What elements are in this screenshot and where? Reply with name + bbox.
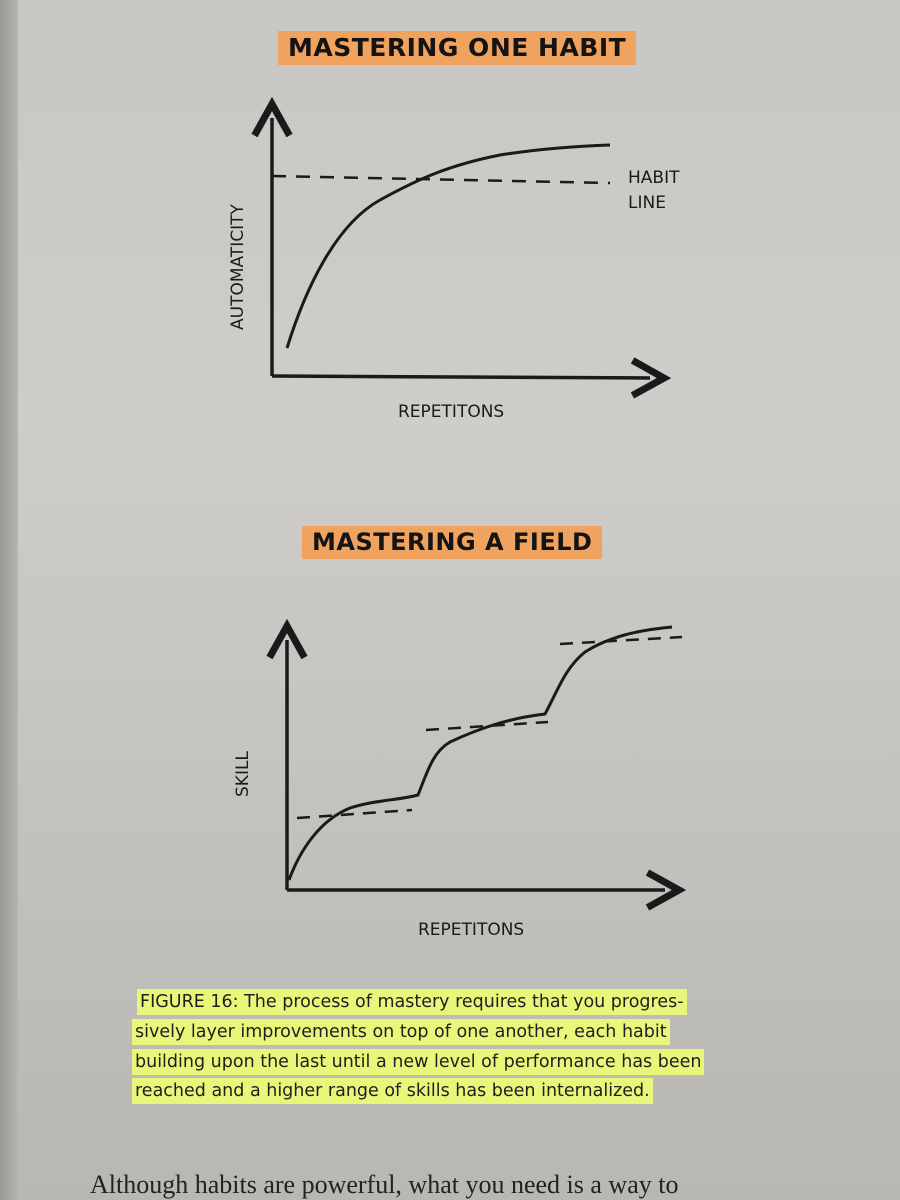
caption-line-1: FIGURE 16: The process of mastery requir… — [140, 992, 684, 1012]
figure2-chart: SKILL REPETITONS — [233, 627, 682, 940]
figure1-title: MASTERING ONE HABIT — [278, 31, 637, 65]
caption-line: FIGURE 16: The process of mastery requir… — [120, 988, 800, 1018]
figure1-automaticity-curve — [285, 143, 611, 349]
caption-line: reached and a higher range of skills has… — [120, 1077, 800, 1107]
caption-line: sively layer improvements on top of one … — [120, 1018, 800, 1048]
figure1-habit-line — [271, 174, 611, 185]
figure2-y-label: SKILL — [233, 751, 253, 797]
figure1-x-label: REPETITONS — [398, 402, 504, 422]
figure1-chart: HABIT LINE AUTOMATICITY REPETITONS — [228, 118, 680, 422]
figure2-title: MASTERING A FIELD — [302, 526, 603, 559]
figure1-habit-label-1: HABIT — [628, 168, 680, 188]
figure1-habit-label-2: LINE — [628, 193, 666, 213]
caption-line-3: building upon the last until a new level… — [135, 1051, 702, 1072]
caption-line-2: sively layer improvements on top of one … — [135, 1021, 667, 1042]
caption-line-4: reached and a higher range of skills has… — [135, 1081, 650, 1102]
figure2-plateau-line-3 — [559, 635, 683, 646]
page-gutter — [0, 0, 18, 1200]
figure1-y-label: AUTOMATICITY — [228, 204, 248, 330]
caption-line: building upon the last until a new level… — [120, 1048, 800, 1078]
figure-caption: FIGURE 16: The process of mastery requir… — [120, 988, 800, 1107]
figure2-x-label: REPETITONS — [418, 920, 524, 940]
figure2-skill-curve — [287, 625, 673, 881]
next-paragraph-fragment: Although habits are powerful, what you n… — [90, 1170, 679, 1199]
figure2-plateau-line-1 — [296, 808, 413, 820]
figure1-x-axis — [271, 376, 650, 378]
